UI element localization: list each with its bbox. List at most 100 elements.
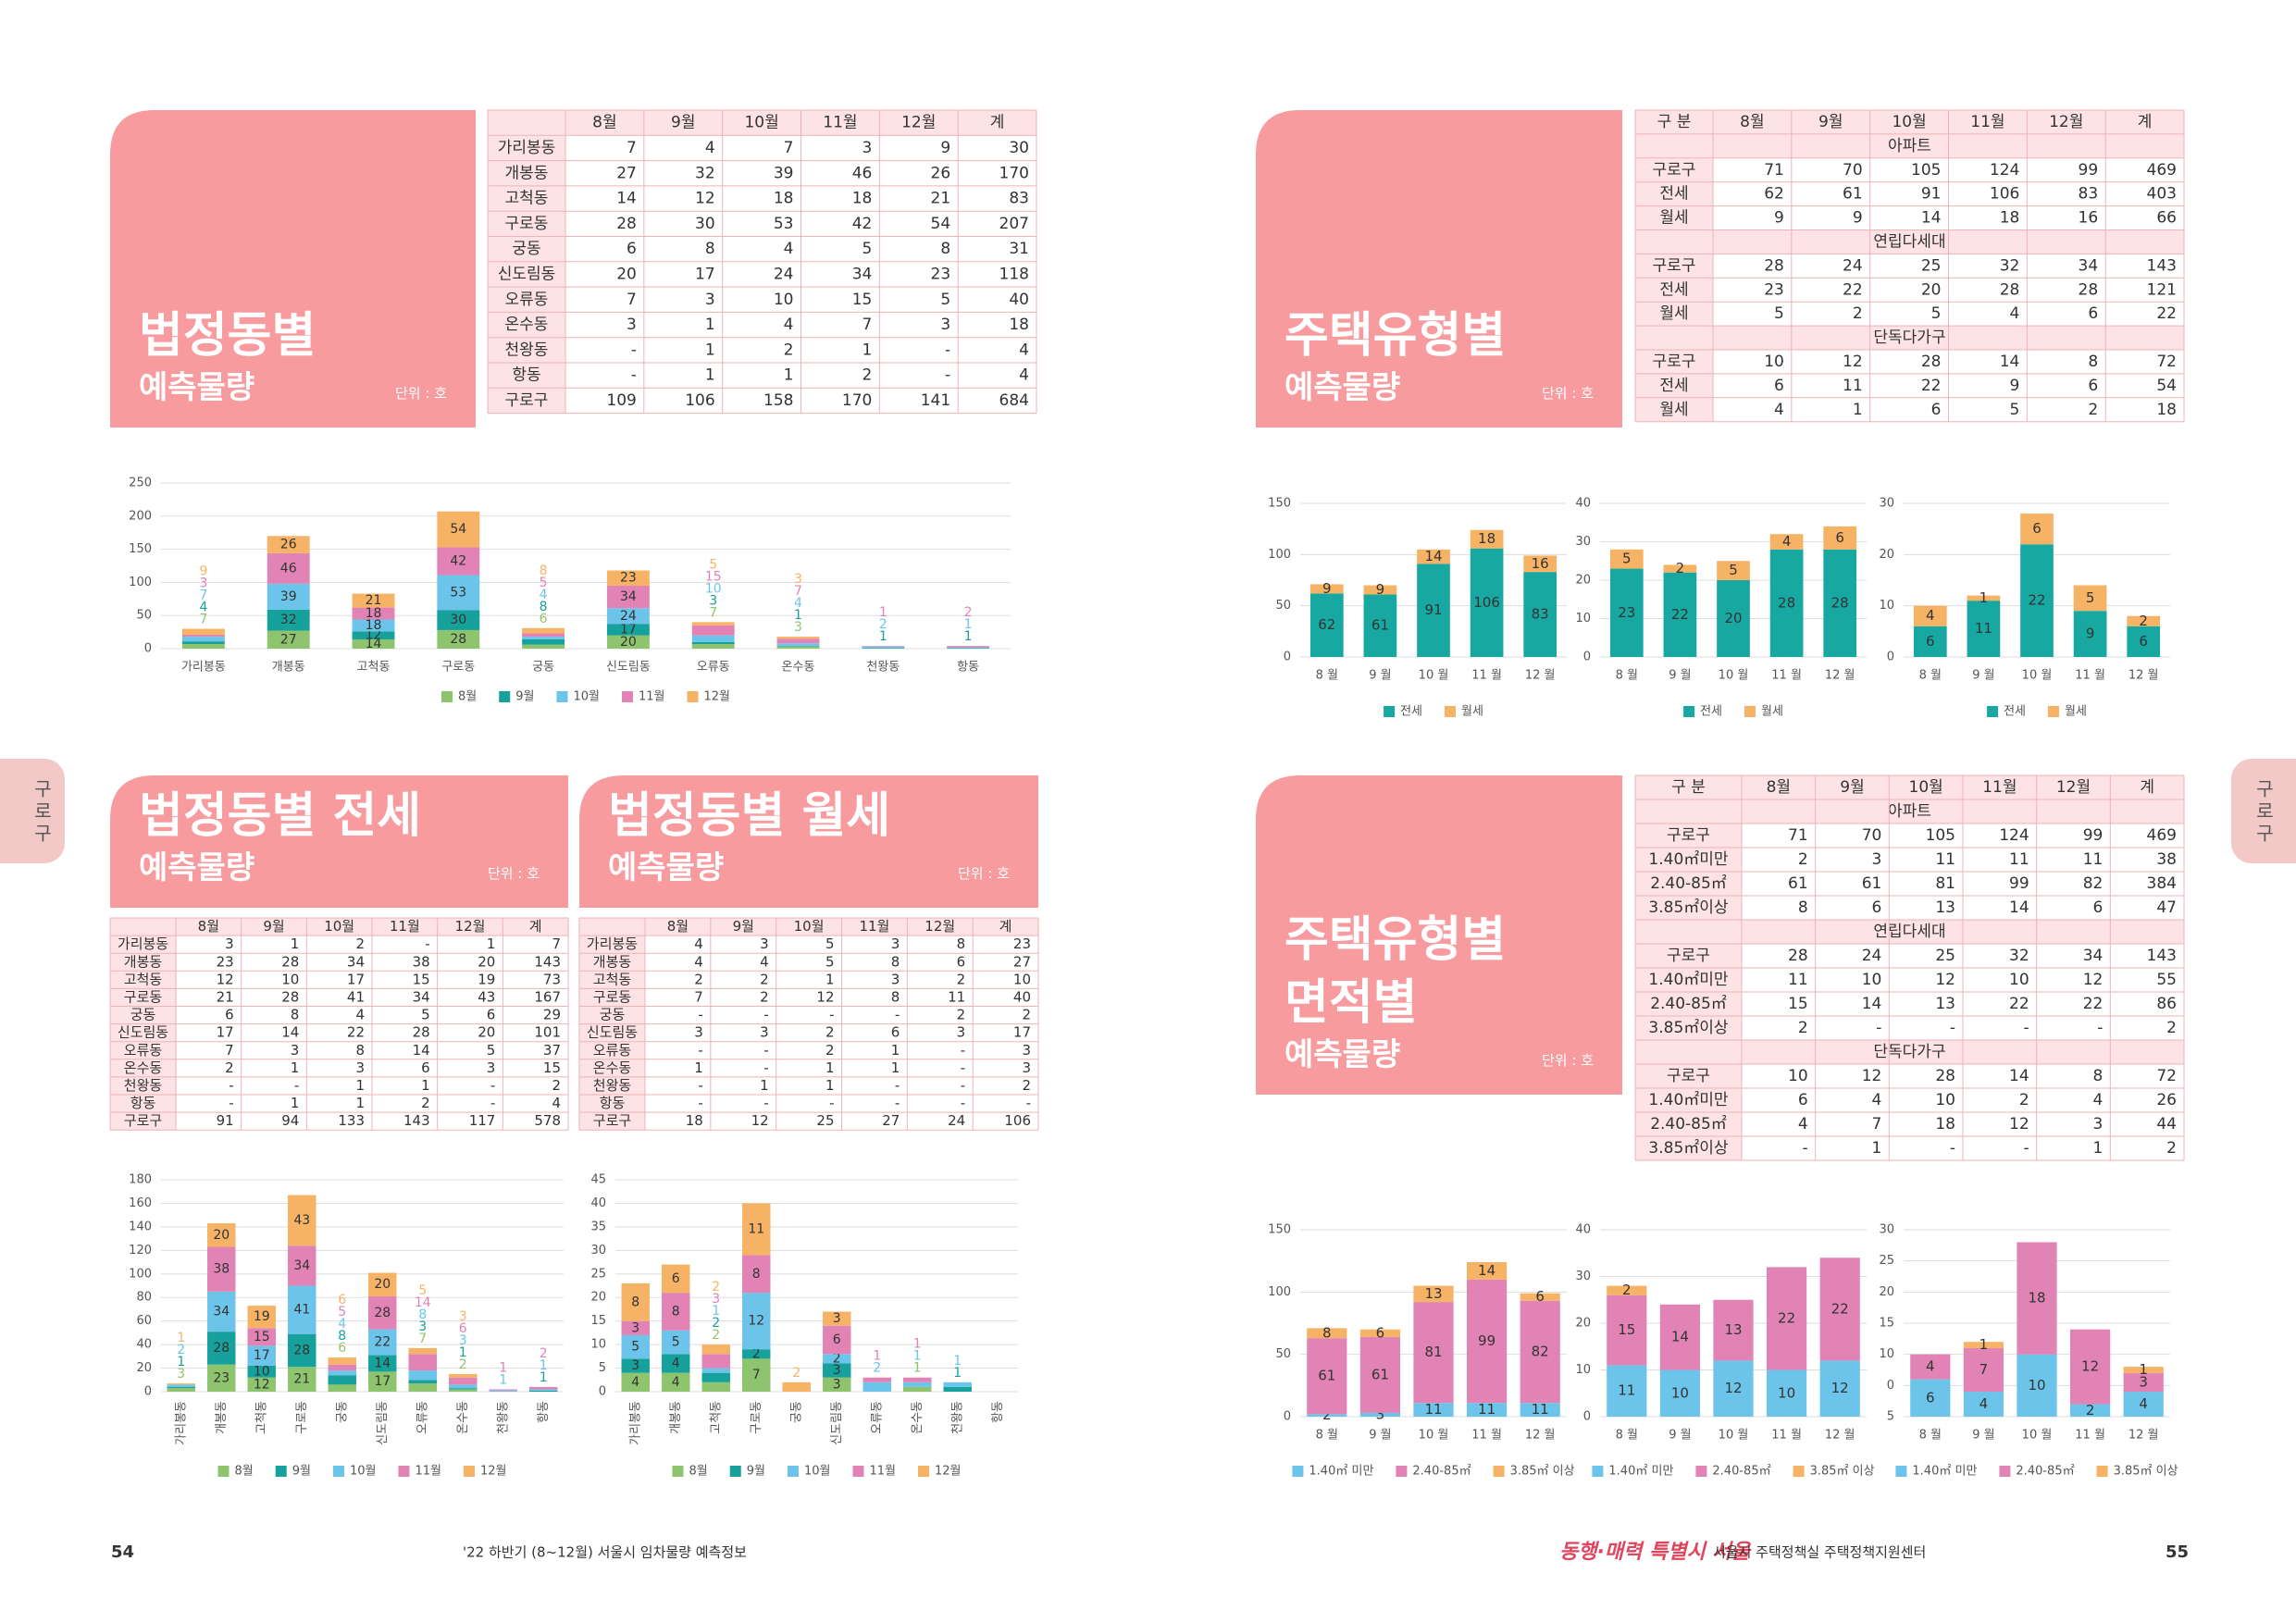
row-label: 궁동 xyxy=(130,1007,156,1023)
data-label: 6 xyxy=(338,1341,346,1356)
table-cell: 20 xyxy=(1921,280,1942,299)
data-label: 21 xyxy=(293,1372,310,1387)
bar-segment xyxy=(1913,626,1947,657)
x-tick-label: 구로동 xyxy=(750,1401,763,1434)
data-label: 28 xyxy=(1831,594,1849,611)
column-header: 8월 xyxy=(667,918,689,935)
y-tick-label: 15 xyxy=(590,1314,606,1328)
row-label-cell xyxy=(1635,824,1742,848)
bar-segment xyxy=(207,1332,236,1365)
table-cell: 8 xyxy=(957,935,966,952)
table-cell: 18 xyxy=(852,190,873,208)
section-label: 단독다가구 xyxy=(1873,328,1945,347)
x-tick-label: 11 월 xyxy=(1771,1429,1802,1443)
bar-segment xyxy=(776,643,820,647)
data-label: 1 xyxy=(2139,1361,2148,1378)
row-label-cell xyxy=(110,953,176,972)
bar-segment xyxy=(181,634,225,638)
table-cell: 10 xyxy=(1013,971,1031,987)
row-label-cell xyxy=(488,287,565,313)
x-tick-label: 9 월 xyxy=(1369,669,1391,683)
row-label-cell xyxy=(110,1059,176,1077)
row-label: 2.40-85㎡ xyxy=(1650,874,1727,893)
row-label: 가리봉동 xyxy=(498,139,556,157)
data-label: 2 xyxy=(2139,613,2148,629)
table-cell: 82 xyxy=(2083,874,2104,893)
table-cell: 1 xyxy=(784,366,794,385)
y-tick-label: 10 xyxy=(1575,612,1591,626)
legend-swatch xyxy=(1292,1466,1304,1477)
row-label: 구로동 xyxy=(505,215,549,233)
table-cell: - xyxy=(895,1007,900,1023)
table-header xyxy=(1635,775,2184,799)
legend-label: 월세 xyxy=(1761,705,1783,719)
x-tick-label: 12 월 xyxy=(1525,669,1556,683)
x-tick-label: 9 월 xyxy=(1669,1429,1691,1443)
column-header: 8월 xyxy=(1740,113,1764,131)
table-cell: - xyxy=(631,341,637,359)
x-tick-label: 8 월 xyxy=(1616,1429,1638,1443)
bar-segment xyxy=(1417,564,1450,657)
data-label: 34 xyxy=(293,1258,310,1273)
bar-segment xyxy=(1520,1293,1560,1301)
data-label: 4 xyxy=(631,1375,639,1390)
legend-label: 월세 xyxy=(2065,705,2087,719)
bar-segment xyxy=(437,610,480,630)
table-cell: 12 xyxy=(1843,353,1863,371)
table-cell: 28 xyxy=(2000,280,2020,299)
row-label: 궁동 xyxy=(512,240,540,258)
column-header: 10월 xyxy=(744,114,778,132)
data-label: 3 xyxy=(631,1320,639,1335)
data-label: 24 xyxy=(620,609,637,624)
y-tick-label: 0 xyxy=(1887,650,1894,664)
bar-segment xyxy=(1359,1329,1400,1337)
table-cell: 19 xyxy=(478,971,495,987)
table-cell: 30 xyxy=(1009,139,1029,157)
y-tick-label: 30 xyxy=(1575,535,1591,549)
table-cell: 170 xyxy=(999,164,1029,182)
y-tick-label: 180 xyxy=(129,1173,152,1187)
data-label: 4 xyxy=(2139,1395,2148,1412)
row-label: 구로구 xyxy=(593,1112,631,1129)
x-tick-label: 항동 xyxy=(957,661,979,675)
table-cell: 22 xyxy=(347,1024,365,1041)
x-tick-label: 온수동 xyxy=(456,1401,470,1434)
legend-label: 9월 xyxy=(292,1465,311,1479)
table-cell: 24 xyxy=(1843,256,1863,275)
table-cell: 10 xyxy=(1862,971,1882,989)
y-tick-label: 150 xyxy=(1268,497,1291,511)
bar-segment xyxy=(691,635,735,642)
bar-segment xyxy=(181,641,225,644)
legend-swatch xyxy=(441,691,453,702)
table-cell: 27 xyxy=(1013,953,1031,970)
table-cell: 14 xyxy=(413,1042,430,1059)
data-label: 7 xyxy=(1980,1361,1989,1378)
legend-label: 12월 xyxy=(703,690,730,704)
table-cell: 3 xyxy=(957,1024,966,1041)
row-label-cell xyxy=(488,337,565,363)
table-cell: 81 xyxy=(1935,874,1955,893)
y-tick-label: 0 xyxy=(1583,650,1591,664)
legend-label: 1.40㎡ 미만 xyxy=(1912,1465,1977,1479)
data-label: 6 xyxy=(2139,633,2148,650)
data-label: 22 xyxy=(1831,1300,1849,1317)
table-cell: 14 xyxy=(2009,898,2029,917)
y-tick-label: 20 xyxy=(590,1291,606,1305)
data-label: 18 xyxy=(366,606,382,621)
bar-segment xyxy=(247,1306,276,1329)
data-label: 5 xyxy=(418,1283,427,1298)
table-cell: 10 xyxy=(1788,1067,1808,1085)
bar-segment xyxy=(621,1334,650,1359)
legend-label: 3.85㎡ 이상 xyxy=(2114,1465,2178,1479)
data-label: 22 xyxy=(1778,1309,1795,1326)
legend-label: 10월 xyxy=(573,690,600,704)
data-label: 3 xyxy=(833,1363,841,1378)
row-label-cell xyxy=(1635,992,1742,1016)
table-cell: 118 xyxy=(999,265,1029,283)
table-cell: 3 xyxy=(891,935,900,952)
data-label: 81 xyxy=(1424,1344,1442,1360)
x-tick-label: 구로동 xyxy=(295,1401,309,1434)
table-cell: 41 xyxy=(347,988,365,1005)
table-cell: 4 xyxy=(1798,1115,1808,1134)
bar-segment xyxy=(2073,585,2107,612)
